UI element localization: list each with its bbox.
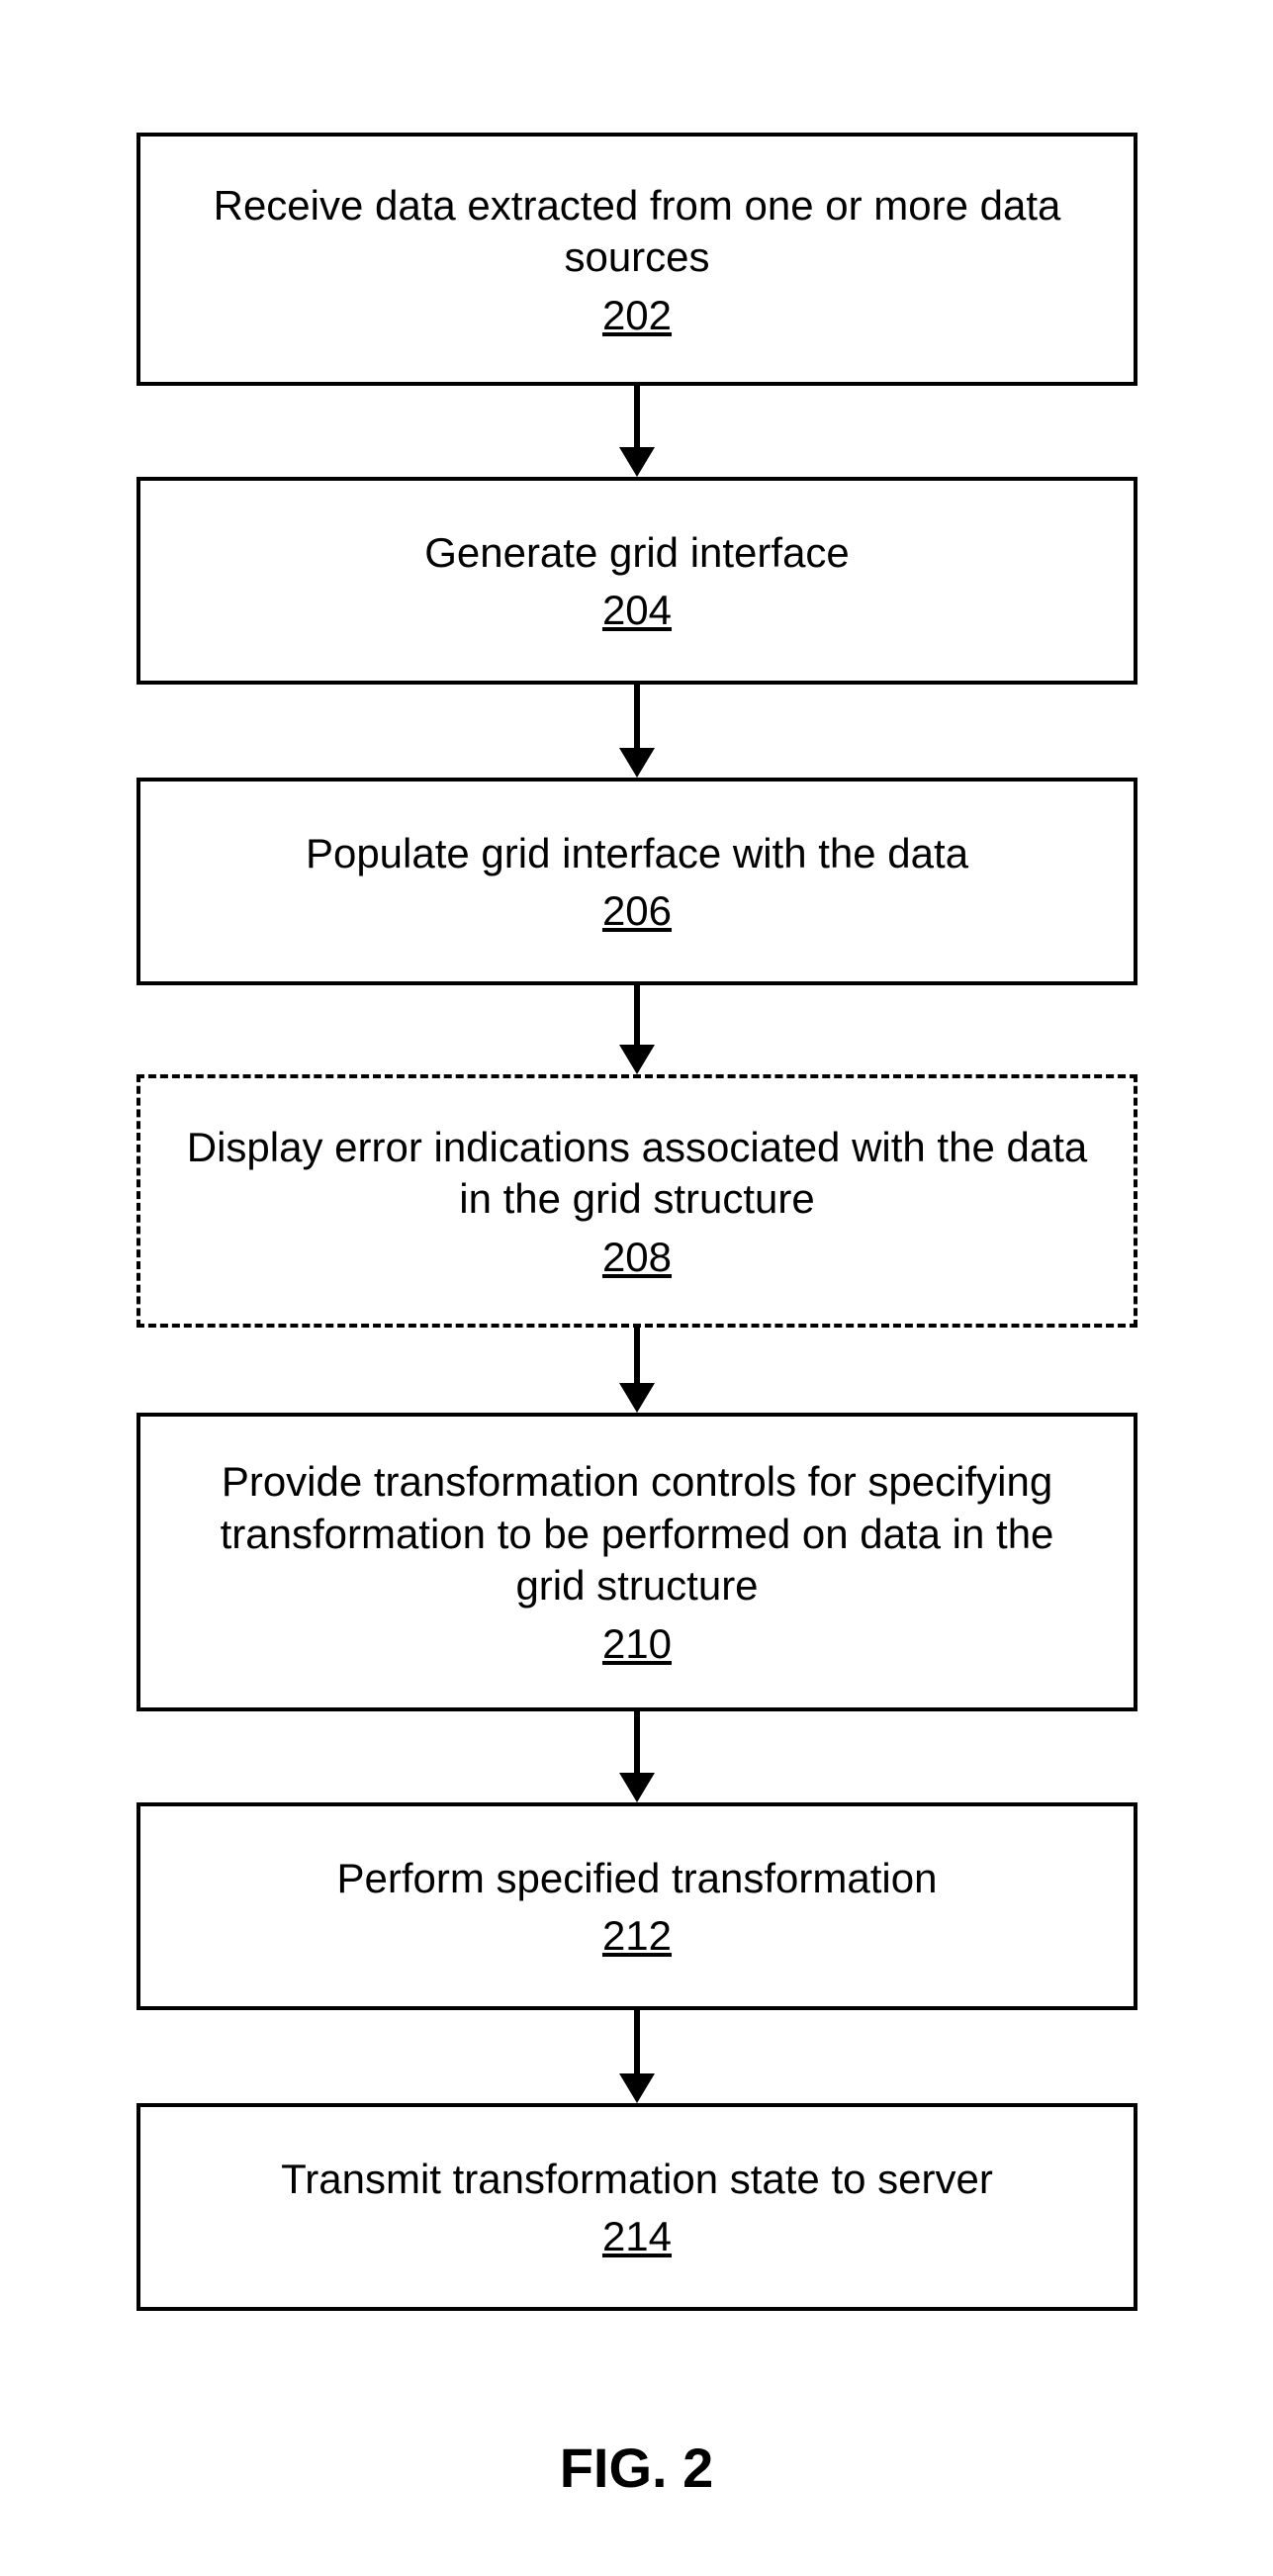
flow-node-ref: 212 (602, 1912, 672, 1960)
arrow-head-icon (619, 1383, 655, 1413)
arrow-head-icon (619, 447, 655, 477)
flow-node-208: Display error indications associated wit… (136, 1074, 1137, 1328)
arrow-line (634, 386, 640, 447)
flow-node-label: Provide transformation controls for spec… (180, 1456, 1094, 1612)
flow-node-204: Generate grid interface 204 (136, 477, 1137, 685)
flow-node-212: Perform specified transformation 212 (136, 1802, 1137, 2010)
arrow-head-icon (619, 748, 655, 778)
arrow-line (634, 685, 640, 748)
arrow-head-icon (619, 1773, 655, 1802)
arrow-line (634, 985, 640, 1045)
flow-node-label: Display error indications associated wit… (180, 1122, 1094, 1226)
figure-caption: FIG. 2 (0, 2436, 1273, 2500)
flow-node-202: Receive data extracted from one or more … (136, 133, 1137, 386)
flow-node-label: Receive data extracted from one or more … (180, 180, 1094, 284)
arrow-line (634, 1328, 640, 1383)
flow-node-label: Transmit transformation state to server (281, 2154, 993, 2206)
flow-node-ref: 214 (602, 2213, 672, 2260)
flow-node-ref: 202 (602, 292, 672, 339)
arrow-line (634, 1711, 640, 1773)
flow-node-214: Transmit transformation state to server … (136, 2103, 1137, 2311)
flow-node-ref: 204 (602, 587, 672, 634)
arrow-head-icon (619, 2073, 655, 2103)
flow-node-label: Generate grid interface (424, 527, 850, 580)
arrow-line (634, 2010, 640, 2073)
flowchart-canvas: Receive data extracted from one or more … (0, 0, 1273, 2576)
flow-node-ref: 210 (602, 1620, 672, 1668)
flow-node-210: Provide transformation controls for spec… (136, 1413, 1137, 1711)
arrow-head-icon (619, 1045, 655, 1074)
flow-node-ref: 208 (602, 1234, 672, 1281)
flow-node-label: Perform specified transformation (337, 1853, 938, 1905)
flow-node-label: Populate grid interface with the data (306, 828, 968, 880)
flow-node-206: Populate grid interface with the data 20… (136, 778, 1137, 985)
flow-node-ref: 206 (602, 887, 672, 935)
